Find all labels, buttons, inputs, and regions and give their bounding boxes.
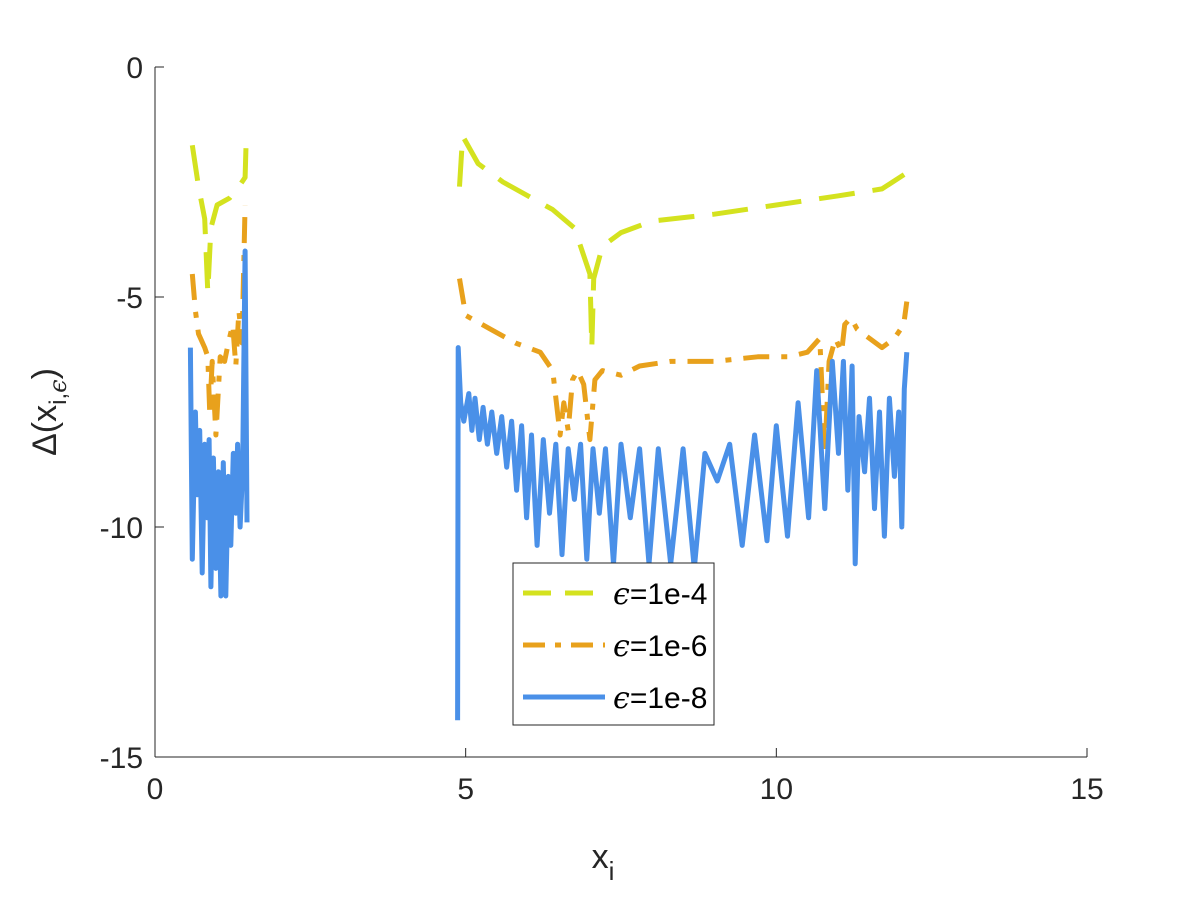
x-tick-label: 10: [760, 773, 793, 806]
x-axis-label: xi: [592, 838, 615, 886]
legend-epsilon-symbol: ϵ: [613, 681, 630, 716]
y-axis-label-sub-i: i: [45, 400, 72, 405]
series-line-3-segment-1: [187, 248, 250, 599]
legend-entries: ϵ=1e-4ϵ=1e-6ϵ=1e-8: [523, 577, 707, 716]
y-axis-label-main: Δ(x: [26, 405, 64, 456]
x-axis-label-main: x: [592, 838, 609, 876]
legend-entry-label: ϵ=1e-4: [613, 577, 707, 612]
plot-lines: [187, 133, 910, 721]
series-line-1-segment-2: [457, 133, 909, 351]
x-tick-label: 5: [457, 773, 474, 806]
y-tick-label: -5: [116, 282, 143, 315]
y-axis-label: Δ(xi,ϵ): [26, 368, 72, 456]
y-tick-label: 0: [126, 52, 143, 85]
y-axis-label-sub-epsilon: ϵ: [44, 379, 72, 392]
y-tick-label: -15: [100, 742, 143, 775]
legend-entry-label: ϵ=1e-6: [613, 629, 707, 664]
series-line-1-segment-1: [189, 135, 249, 295]
y-axis-label-close: ): [26, 368, 64, 379]
x-tick-label: 15: [1070, 773, 1103, 806]
legend-value-text: =1e-4: [630, 578, 708, 611]
y-tick-label: -10: [100, 512, 143, 545]
series-line-2-segment-1: [189, 204, 248, 438]
x-ticks: 0 5 10 15: [147, 748, 1104, 806]
y-axis-label-comma: ,: [45, 393, 72, 400]
series-line-2-segment-2: [457, 278, 910, 456]
legend-epsilon-symbol: ϵ: [613, 629, 630, 664]
legend-value-text: =1e-6: [630, 630, 708, 663]
x-axis-label-subscript: i: [609, 856, 615, 886]
legend-value-text: =1e-8: [630, 682, 708, 715]
y-ticks: 0 -5 -10 -15: [100, 52, 164, 775]
x-tick-label: 0: [147, 773, 164, 806]
axes: [154, 67, 1087, 758]
legend-entry-label: ϵ=1e-8: [613, 681, 707, 716]
legend: ϵ=1e-4ϵ=1e-6ϵ=1e-8: [512, 562, 715, 726]
series-line-3-segment-2: [455, 345, 910, 721]
legend-epsilon-symbol: ϵ: [613, 577, 630, 612]
